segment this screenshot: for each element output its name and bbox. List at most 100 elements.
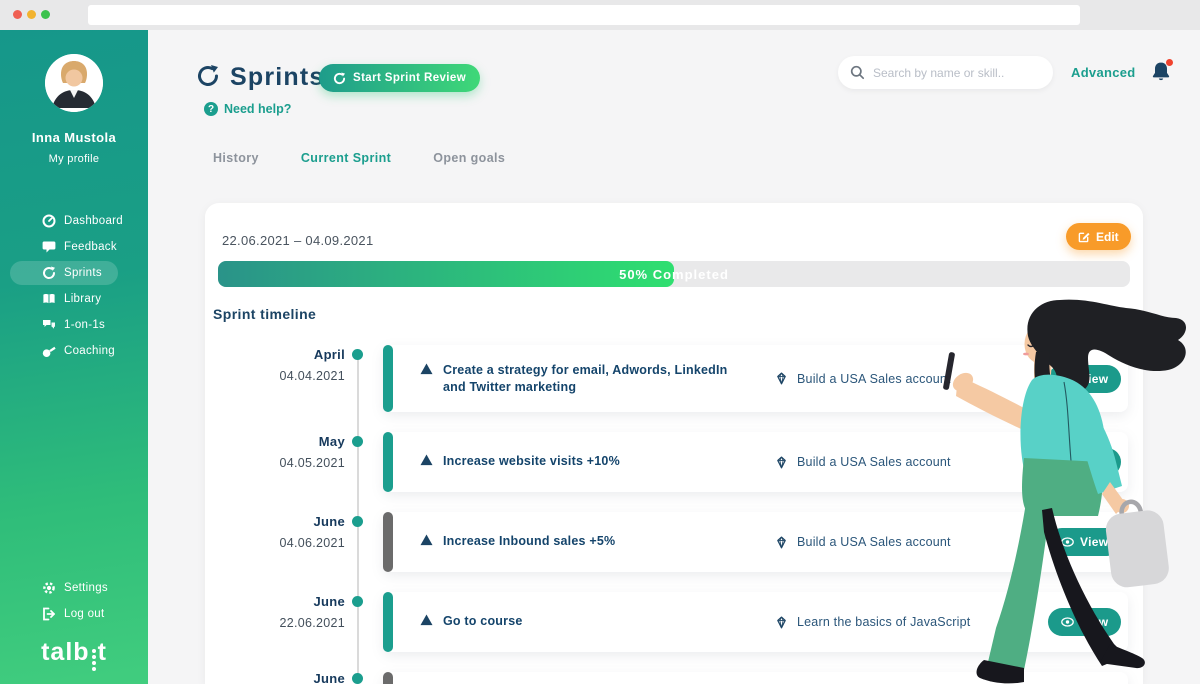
progress-label: 50% Completed — [619, 266, 729, 282]
timeline-row — [383, 672, 1128, 684]
row-accent-bar — [383, 512, 393, 572]
tab-open-goals[interactable]: Open goals — [433, 151, 506, 165]
view-button[interactable]: View — [1048, 528, 1122, 556]
browser-chrome — [0, 0, 1200, 30]
start-sprint-review-button[interactable]: Start Sprint Review — [319, 64, 481, 92]
objective-label: Increase Inbound sales +5% — [443, 534, 616, 549]
row-accent-bar — [383, 345, 393, 412]
view-button-label: View — [1080, 535, 1109, 549]
edit-sprint-button[interactable]: Edit — [1066, 223, 1131, 250]
gem-icon — [775, 456, 788, 469]
view-button[interactable]: View — [1048, 448, 1122, 476]
sidebar-item-coaching[interactable]: Coaching — [0, 338, 148, 364]
logo-i-dots — [91, 649, 96, 671]
logo-text-right: t — [97, 638, 107, 666]
refresh-icon — [333, 71, 346, 85]
timeline-date: 04.04.2021 — [279, 369, 345, 383]
objective-icon — [420, 454, 433, 471]
library-icon — [42, 292, 56, 306]
timeline-dot — [352, 349, 363, 360]
objective: Go to course — [420, 613, 750, 631]
sidebar-item-label: Library — [64, 293, 102, 305]
goal: Build a USA Sales account — [775, 372, 1035, 386]
sprint-date-range: 22.06.2021 – 04.09.2021 — [222, 233, 374, 248]
objective-label: Increase website visits +10% — [443, 454, 620, 469]
start-sprint-review-label: Start Sprint Review — [353, 72, 467, 84]
page-title: Sprints — [230, 63, 325, 91]
sidebar-item-settings[interactable]: Settings — [0, 575, 148, 601]
sidebar-item-feedback[interactable]: Feedback — [0, 234, 148, 260]
timeline-row: Increase Inbound sales +5% Build a USA S… — [383, 512, 1128, 572]
goal-label: Build a USA Sales account — [797, 535, 951, 549]
one-on-one-icon — [42, 318, 56, 332]
edit-button-label: Edit — [1096, 229, 1119, 244]
avatar-portrait — [45, 54, 103, 112]
coaching-icon — [42, 344, 56, 358]
sidebar-item-label: Sprints — [64, 267, 102, 279]
eye-icon — [1061, 457, 1074, 467]
sidebar-item-1-on-1s[interactable]: 1-on-1s — [0, 312, 148, 338]
timeline-dot — [352, 436, 363, 447]
timeline-row: Go to course Learn the basics of JavaScr… — [383, 592, 1128, 652]
search-input[interactable] — [873, 65, 1041, 80]
timeline-month: June — [313, 671, 345, 684]
objective: Create a strategy for email, Adwords, Li… — [420, 362, 750, 396]
talbit-logo: talb t — [0, 638, 148, 671]
avatar[interactable] — [45, 54, 103, 112]
objective: Increase website visits +10% — [420, 453, 750, 471]
window-minimize-icon[interactable] — [27, 10, 36, 19]
goal-label: Build a USA Sales account — [797, 455, 951, 469]
sidebar-item-label: 1-on-1s — [64, 319, 106, 331]
timeline-dot — [352, 516, 363, 527]
sidebar-footer: Settings Log out — [0, 575, 148, 627]
notification-bell-icon[interactable] — [1150, 60, 1172, 84]
tab-current-sprint[interactable]: Current Sprint — [300, 151, 392, 165]
objective: Increase Inbound sales +5% — [420, 533, 750, 551]
sidebar: Inna Mustola My profile Dashboard Feedba… — [0, 30, 148, 684]
timeline-month: May — [318, 434, 345, 449]
search-icon — [850, 65, 865, 80]
timeline-month: April — [313, 347, 345, 362]
sprints-icon — [42, 266, 56, 280]
objective-icon — [420, 363, 433, 396]
sidebar-item-logout[interactable]: Log out — [0, 601, 148, 627]
timeline-heading: Sprint timeline — [213, 306, 317, 322]
sidebar-item-dashboard[interactable]: Dashboard — [0, 208, 148, 234]
need-help-label: Need help? — [224, 102, 292, 116]
sprints-refresh-icon — [196, 64, 220, 88]
gem-icon — [775, 372, 788, 385]
user-name: Inna Mustola — [31, 130, 117, 145]
objective-label: Go to course — [443, 614, 523, 629]
view-button[interactable]: View — [1048, 608, 1122, 636]
notification-badge — [1166, 59, 1173, 66]
address-bar[interactable] — [88, 5, 1080, 25]
view-button[interactable]: View — [1048, 364, 1122, 393]
eye-icon — [1061, 373, 1074, 384]
sidebar-item-label: Settings — [64, 582, 108, 594]
advanced-link[interactable]: Advanced — [1071, 65, 1136, 80]
logo-text-left: talb — [41, 638, 90, 666]
timeline-date: 04.05.2021 — [279, 456, 345, 470]
window-close-icon[interactable] — [13, 10, 22, 19]
tab-history[interactable]: History — [213, 151, 259, 165]
my-profile-link[interactable]: My profile — [48, 153, 100, 165]
sidebar-item-label: Feedback — [64, 241, 117, 253]
need-help-link[interactable]: ? Need help? — [204, 102, 291, 116]
question-icon: ? — [204, 102, 218, 116]
goal-label: Learn the basics of JavaScript — [797, 615, 971, 629]
sidebar-item-label: Dashboard — [64, 215, 123, 227]
sprint-tabs: History Current Sprint Open goals — [213, 151, 505, 165]
dashboard-icon — [42, 214, 56, 228]
view-button-label: View — [1080, 615, 1109, 629]
view-button-label: View — [1080, 455, 1109, 469]
progress-fill — [218, 261, 674, 287]
gem-icon — [775, 536, 788, 549]
sidebar-item-sprints[interactable]: Sprints — [0, 260, 148, 286]
sidebar-item-library[interactable]: Library — [0, 286, 148, 312]
timeline-dot — [352, 596, 363, 607]
objective-label: Create a strategy for email, Adwords, Li… — [443, 362, 728, 394]
timeline-row: Increase website visits +10% Build a USA… — [383, 432, 1128, 492]
search-bar — [838, 56, 1053, 89]
sidebar-nav: Dashboard Feedback Sprints Library — [0, 208, 148, 364]
window-zoom-icon[interactable] — [41, 10, 50, 19]
